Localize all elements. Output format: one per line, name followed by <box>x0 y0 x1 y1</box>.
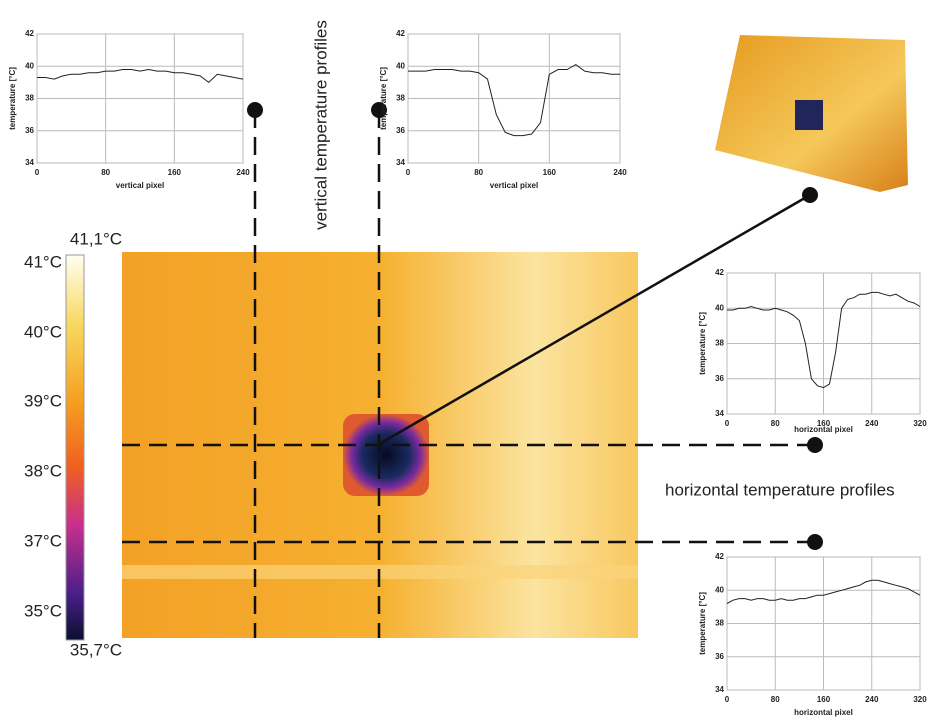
x-tick-label: 240 <box>865 419 879 428</box>
y-axis-label: temperature [°C] <box>8 67 17 130</box>
x-tick-label: 80 <box>771 419 780 428</box>
y-tick-label: 34 <box>715 409 724 418</box>
y-tick-label: 38 <box>715 339 724 348</box>
colorbar-label: 37°C <box>24 531 62 550</box>
colorbar-label: 40°C <box>24 322 62 341</box>
y-tick-label: 34 <box>715 685 724 694</box>
x-tick-label: 0 <box>406 168 411 177</box>
colorbar-label: 35,7°C <box>70 640 122 659</box>
x-tick-label: 80 <box>474 168 483 177</box>
x-axis-label: vertical pixel <box>490 181 538 190</box>
y-tick-label: 40 <box>396 61 405 70</box>
x-tick-label: 240 <box>613 168 627 177</box>
y-tick-label: 42 <box>396 29 405 38</box>
x-tick-label: 240 <box>865 695 879 704</box>
y-axis-label: temperature [°C] <box>379 67 388 130</box>
figure: vertical temperature profiles horizontal… <box>0 0 932 720</box>
y-tick-label: 40 <box>715 303 724 312</box>
x-tick-label: 0 <box>725 695 730 704</box>
vertical-annotation: vertical temperature profiles <box>311 20 330 230</box>
surface-hole <box>795 100 823 130</box>
y-tick-label: 36 <box>396 126 405 135</box>
y-tick-label: 34 <box>25 158 34 167</box>
y-tick-label: 38 <box>396 94 405 103</box>
colorbar <box>66 255 84 640</box>
y-tick-label: 42 <box>715 552 724 561</box>
x-tick-label: 80 <box>771 695 780 704</box>
y-tick-label: 40 <box>25 61 34 70</box>
x-tick-label: 320 <box>913 419 927 428</box>
x-tick-label: 160 <box>168 168 182 177</box>
y-tick-label: 36 <box>715 652 724 661</box>
x-tick-label: 80 <box>101 168 110 177</box>
colorbar-label: 41,1°C <box>70 229 122 248</box>
x-axis-label: horizontal pixel <box>794 708 853 717</box>
x-tick-label: 320 <box>913 695 927 704</box>
y-tick-label: 34 <box>396 158 405 167</box>
x-tick-label: 160 <box>543 168 557 177</box>
y-tick-label: 42 <box>715 268 724 277</box>
x-axis-label: horizontal pixel <box>794 425 853 434</box>
y-tick-label: 42 <box>25 29 34 38</box>
y-tick-label: 40 <box>715 585 724 594</box>
colorbar-label: 38°C <box>24 461 62 480</box>
y-tick-label: 38 <box>25 94 34 103</box>
x-axis-label: vertical pixel <box>116 181 164 190</box>
colorbar-label: 35°C <box>24 601 62 620</box>
y-axis-label: temperature [°C] <box>698 592 707 655</box>
x-tick-label: 0 <box>725 419 730 428</box>
y-tick-label: 36 <box>715 374 724 383</box>
x-tick-label: 0 <box>35 168 40 177</box>
thermal-hole <box>343 414 429 496</box>
colorbar-label: 41°C <box>24 252 62 271</box>
y-tick-label: 38 <box>715 619 724 628</box>
x-tick-label: 240 <box>236 168 250 177</box>
y-tick-label: 36 <box>25 126 34 135</box>
colorbar-label: 39°C <box>24 391 62 410</box>
x-tick-label: 160 <box>817 695 831 704</box>
horizontal-annotation: horizontal temperature profiles <box>665 480 895 499</box>
y-axis-label: temperature [°C] <box>698 312 707 375</box>
